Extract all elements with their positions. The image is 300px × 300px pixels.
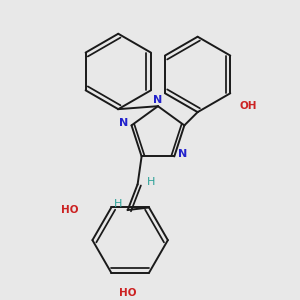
Text: N: N [178, 149, 187, 160]
Text: HO: HO [61, 206, 79, 215]
Text: N: N [119, 118, 128, 128]
Text: HO: HO [119, 288, 137, 298]
Text: OH: OH [239, 101, 257, 111]
Text: N: N [153, 95, 163, 105]
Text: H: H [147, 177, 156, 187]
Text: H: H [114, 199, 122, 209]
